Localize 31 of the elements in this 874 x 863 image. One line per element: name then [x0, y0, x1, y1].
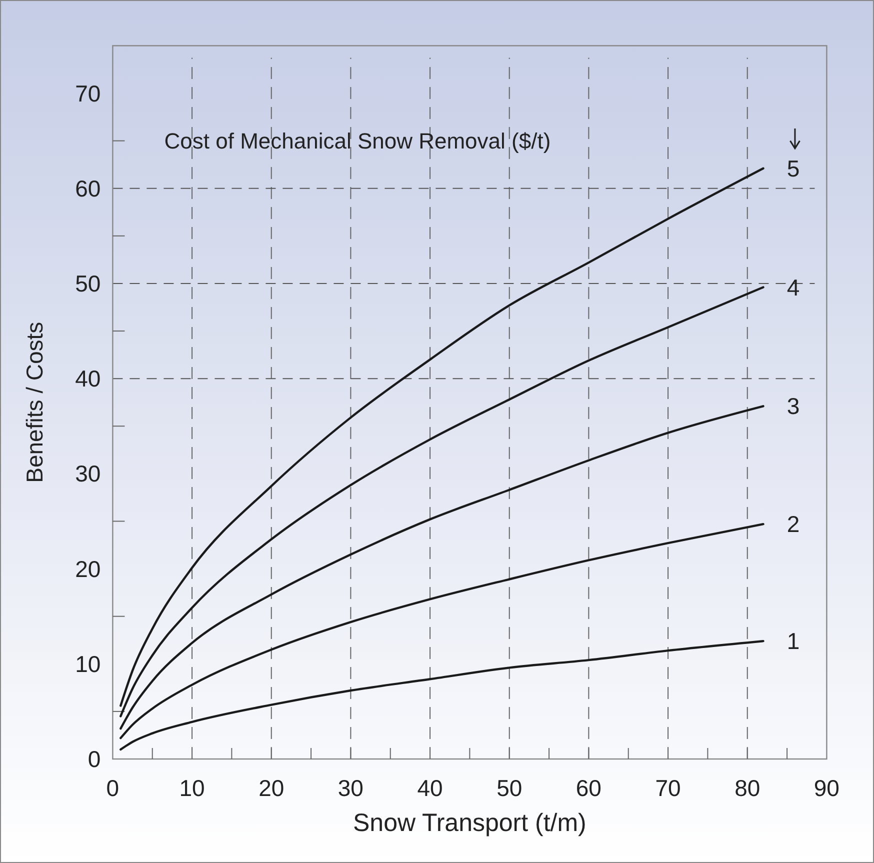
y-tick-label: 40: [75, 366, 101, 392]
y-tick-label: 70: [75, 80, 101, 106]
y-tick-label: 50: [75, 270, 101, 296]
y-axis-title: Benefits / Costs: [22, 322, 48, 483]
y-tick-label: 20: [75, 556, 101, 582]
x-tick-label: 80: [734, 775, 760, 801]
line-series: [120, 286, 764, 718]
series-label: 2: [786, 511, 800, 538]
line-series: [120, 167, 764, 707]
line-series: [120, 640, 764, 751]
x-tick-label: 70: [655, 775, 681, 801]
x-tick-label: 10: [179, 775, 205, 801]
y-tick-label: 10: [75, 650, 101, 677]
series-label: 3: [786, 393, 800, 420]
series-label: 4: [786, 274, 800, 300]
line-series: [120, 405, 764, 730]
legend-title: Cost of Mechanical Snow Removal ($/t): [164, 128, 551, 154]
x-tick-label: 30: [338, 775, 364, 801]
x-tick-label: 40: [417, 775, 443, 801]
x-tick-label: 0: [106, 775, 120, 801]
x-axis-title: Snow Transport (t/m): [352, 809, 586, 837]
y-tick-label: 60: [75, 175, 101, 202]
legend-label: 5: [786, 155, 800, 182]
x-tick-label: 60: [576, 775, 602, 801]
line-series: [120, 522, 764, 740]
x-tick-label: 90: [814, 775, 840, 801]
x-tick-label: 20: [258, 775, 284, 801]
series-label: 1: [786, 628, 800, 654]
y-tick-label: 30: [75, 460, 101, 487]
y-tick-label: 0: [88, 746, 101, 772]
x-tick-label: 50: [496, 775, 522, 801]
